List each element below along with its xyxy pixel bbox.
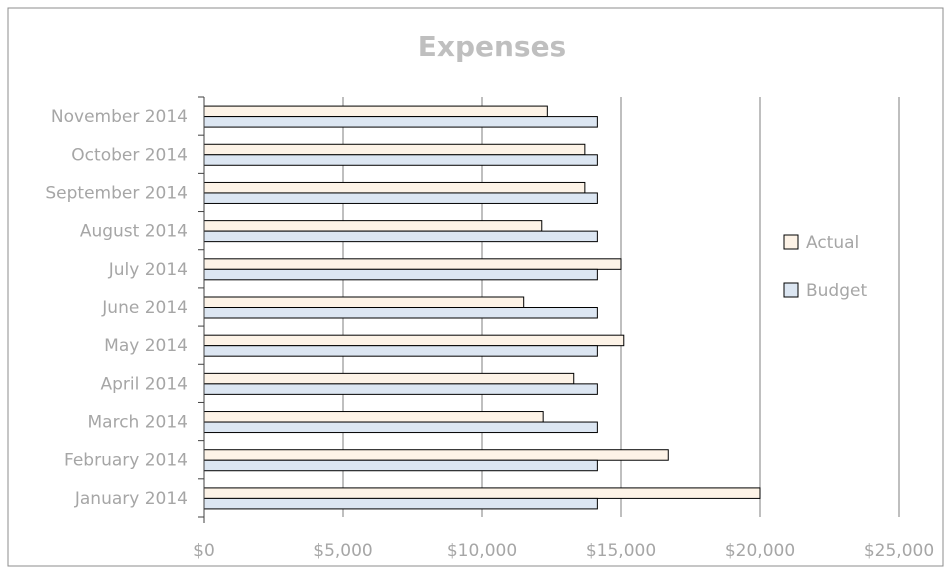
- bar-actual: [203, 411, 544, 423]
- bar-budget: [203, 192, 598, 204]
- x-tick-label: $20,000: [725, 541, 795, 561]
- gridlines: [342, 97, 900, 517]
- bar-budget: [203, 268, 598, 281]
- category-label: April 2014: [100, 374, 188, 394]
- x-tick-label: $15,000: [586, 541, 656, 561]
- bar-budget: [203, 154, 598, 166]
- category-label: August 2014: [80, 222, 188, 242]
- x-tick-label: $25,000: [864, 541, 934, 561]
- legend-label-actual: Actual: [806, 233, 859, 253]
- category-label: March 2014: [88, 413, 189, 433]
- x-tick-label: $5,000: [313, 541, 372, 561]
- chart-title: Expenses: [418, 30, 566, 63]
- x-tick-label: $10,000: [447, 541, 517, 561]
- bar-actual: [203, 258, 622, 270]
- bar-actual: [203, 181, 586, 194]
- category-label: October 2014: [71, 145, 188, 165]
- legend-swatch-actual: [783, 234, 799, 250]
- legend-label-budget: Budget: [806, 281, 867, 301]
- category-label: July 2014: [108, 260, 188, 280]
- category-label: September 2014: [45, 183, 188, 203]
- category-label: January 2014: [74, 489, 188, 509]
- bar-actual: [203, 296, 525, 308]
- bar-budget: [203, 230, 598, 243]
- category-label: November 2014: [51, 107, 188, 127]
- category-label: February 2014: [64, 451, 188, 471]
- bar-budget: [203, 383, 598, 395]
- bar-actual: [203, 449, 669, 461]
- bar-actual: [203, 105, 548, 118]
- bar-budget: [203, 116, 598, 128]
- bars: [203, 105, 761, 510]
- bar-actual: [203, 372, 575, 385]
- bar-actual: [203, 487, 761, 499]
- bar-budget: [203, 307, 598, 319]
- bar-budget: [203, 459, 598, 472]
- category-labels: January 2014 February 2014 March 2014 April…: [45, 107, 188, 509]
- bar-budget: [203, 421, 598, 434]
- chart-border: [7, 7, 944, 567]
- category-label: June 2014: [101, 298, 188, 318]
- bar-budget: [203, 497, 598, 510]
- bar-actual: [203, 143, 586, 156]
- legend-swatch-budget: [783, 282, 799, 298]
- axes: [198, 96, 205, 523]
- x-tick-labels: $0 $5,000 $10,000 $15,000 $20,000 $25,000: [193, 541, 934, 561]
- x-tick-label: $0: [193, 541, 215, 561]
- bar-actual: [203, 334, 625, 347]
- legend: Actual Budget: [783, 233, 867, 301]
- category-label: May 2014: [104, 336, 188, 356]
- bar-actual: [203, 220, 543, 232]
- bar-budget: [203, 345, 598, 357]
